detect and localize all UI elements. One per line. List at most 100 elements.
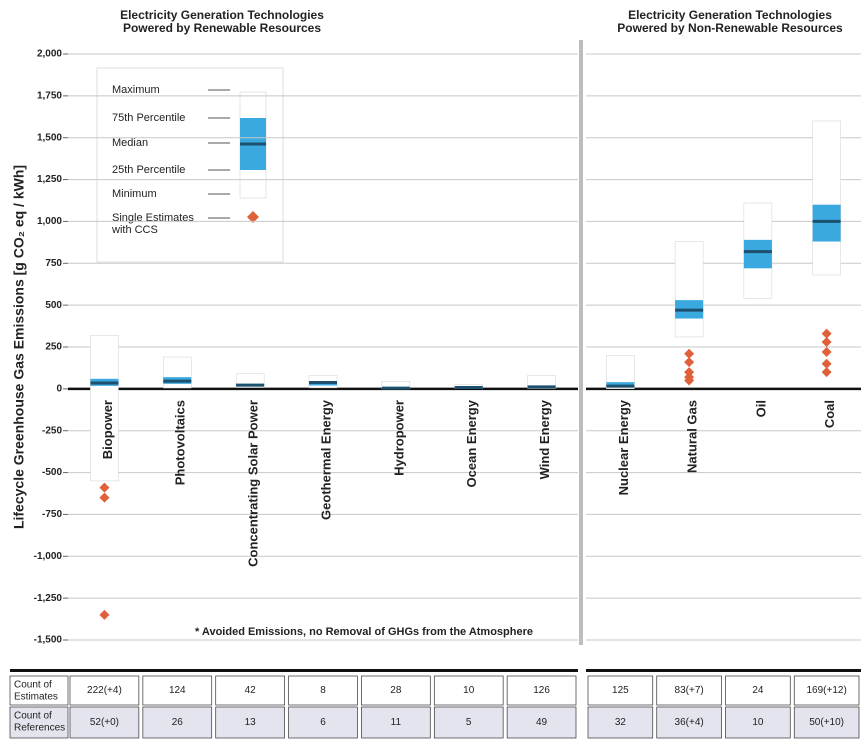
table-cell xyxy=(506,706,577,739)
table-value: 26 xyxy=(172,717,184,728)
table-cell xyxy=(142,675,213,706)
table-cell xyxy=(288,706,358,739)
table-value: 11 xyxy=(391,717,402,728)
table-row-label: Count of xyxy=(14,711,52,722)
y-tick-label: 1,500 xyxy=(37,132,62,143)
table-value: 36(+4) xyxy=(675,717,704,728)
legend-label: 75th Percentile xyxy=(112,112,185,124)
y-tick-label: 500 xyxy=(45,300,62,311)
table-cell xyxy=(793,706,860,739)
ccs-estimate xyxy=(684,357,695,368)
legend-label: Median xyxy=(112,137,148,149)
y-tick-label: -250 xyxy=(42,425,62,436)
x-tick-label: Natural Gas xyxy=(685,400,700,473)
table-cell xyxy=(215,675,285,706)
y-tick-label: -1,500 xyxy=(34,635,63,646)
table-header-cell xyxy=(9,706,69,739)
x-tick-label: Oil xyxy=(753,400,768,417)
y-tick-label: -1,000 xyxy=(34,551,63,562)
iqr-box xyxy=(743,239,772,269)
table-cell xyxy=(656,675,722,706)
table-value: 6 xyxy=(320,717,326,728)
table-row-label: Count of xyxy=(14,680,52,691)
y-tick-label: 1,000 xyxy=(37,216,62,227)
x-tick-label: Nuclear Energy xyxy=(616,399,631,495)
table-cell xyxy=(69,706,140,739)
legend: Maximum 75th Percentile Median 25th Percent… xyxy=(96,67,284,263)
table-value: 49 xyxy=(536,717,548,728)
table-top-rule xyxy=(586,669,861,672)
ccs-estimate xyxy=(684,375,695,386)
table-value: 222(+4) xyxy=(87,685,122,696)
table-cell xyxy=(587,675,654,706)
x-tick-label: Photovoltaics xyxy=(173,400,188,485)
table-value: 50(+10) xyxy=(809,717,844,728)
y-tick-label: 1,250 xyxy=(37,174,62,185)
table-cell xyxy=(288,675,358,706)
whisker-box xyxy=(674,241,704,338)
legend-label: 25th Percentile xyxy=(112,164,185,176)
x-tick-label: Wind Energy xyxy=(537,399,552,479)
table-value: 13 xyxy=(245,717,257,728)
table-cell xyxy=(725,675,791,706)
table-cell xyxy=(69,675,140,706)
y-tick-label: 750 xyxy=(45,258,62,269)
ccs-estimate xyxy=(821,347,832,358)
table-cell xyxy=(142,706,213,739)
iqr-box xyxy=(812,204,841,242)
panel-title: Powered by Non-Renewable Resources xyxy=(617,21,843,35)
x-tick-label: Geothermal Energy xyxy=(318,399,333,520)
legend-sample-ccs xyxy=(247,211,259,223)
table-value: 10 xyxy=(752,717,764,728)
table-cell xyxy=(506,675,577,706)
x-tick-label: Biopower xyxy=(100,400,115,459)
panel-title: Powered by Renewable Resources xyxy=(123,21,321,35)
x-tick-label: Coal xyxy=(822,400,837,428)
ccs-estimate xyxy=(821,358,832,369)
y-tick-label: -500 xyxy=(42,467,62,478)
table-cell xyxy=(433,706,504,739)
table-value: 125 xyxy=(612,685,629,696)
ccs-estimate xyxy=(684,367,695,378)
table-cell xyxy=(433,675,504,706)
table-value: 28 xyxy=(390,685,402,696)
y-axis-label: Lifecycle Greenhouse Gas Emissions [g CO… xyxy=(11,165,27,529)
table-value: 126 xyxy=(533,685,550,696)
table-cell xyxy=(361,675,431,706)
x-tick-label: Concentrating Solar Power xyxy=(246,400,261,567)
ccs-estimate xyxy=(99,609,110,620)
y-tick-label: 2,000 xyxy=(37,49,62,60)
table-top-rule xyxy=(10,669,578,672)
table-cell xyxy=(361,706,431,739)
table-value: 32 xyxy=(615,717,627,728)
table-cell xyxy=(793,675,860,706)
legend-label: with CCS xyxy=(111,224,158,236)
ccs-estimate xyxy=(684,348,695,359)
footnote: * Avoided Emissions, no Removal of GHGs … xyxy=(195,626,533,638)
whisker-box xyxy=(90,335,119,482)
table-row-label: References xyxy=(14,723,65,734)
x-tick-label: Hydropower xyxy=(391,400,406,476)
whisker-box xyxy=(812,120,841,276)
table-cell xyxy=(725,706,791,739)
table-value: 5 xyxy=(466,717,472,728)
table-cell xyxy=(215,706,285,739)
table-value: 24 xyxy=(752,685,764,696)
table-value: 8 xyxy=(320,685,326,696)
ccs-estimate xyxy=(821,367,832,378)
ccs-estimate xyxy=(821,336,832,347)
legend-label: Minimum xyxy=(112,188,157,200)
ccs-estimate xyxy=(821,328,832,339)
legend-label: Maximum xyxy=(112,84,160,96)
table-value: 42 xyxy=(245,685,257,696)
panel-title: Electricity Generation Technologies xyxy=(120,8,324,22)
y-tick-label: -750 xyxy=(42,509,62,520)
legend-label: Single Estimates xyxy=(112,212,194,224)
table-value: 169(+12) xyxy=(806,685,846,696)
table-row-label: Estimates xyxy=(14,692,58,703)
whisker-box xyxy=(527,375,556,389)
table-header-cell xyxy=(9,675,69,706)
x-tick-label: Ocean Energy xyxy=(464,399,479,487)
y-tick-label: 1,750 xyxy=(37,90,62,101)
